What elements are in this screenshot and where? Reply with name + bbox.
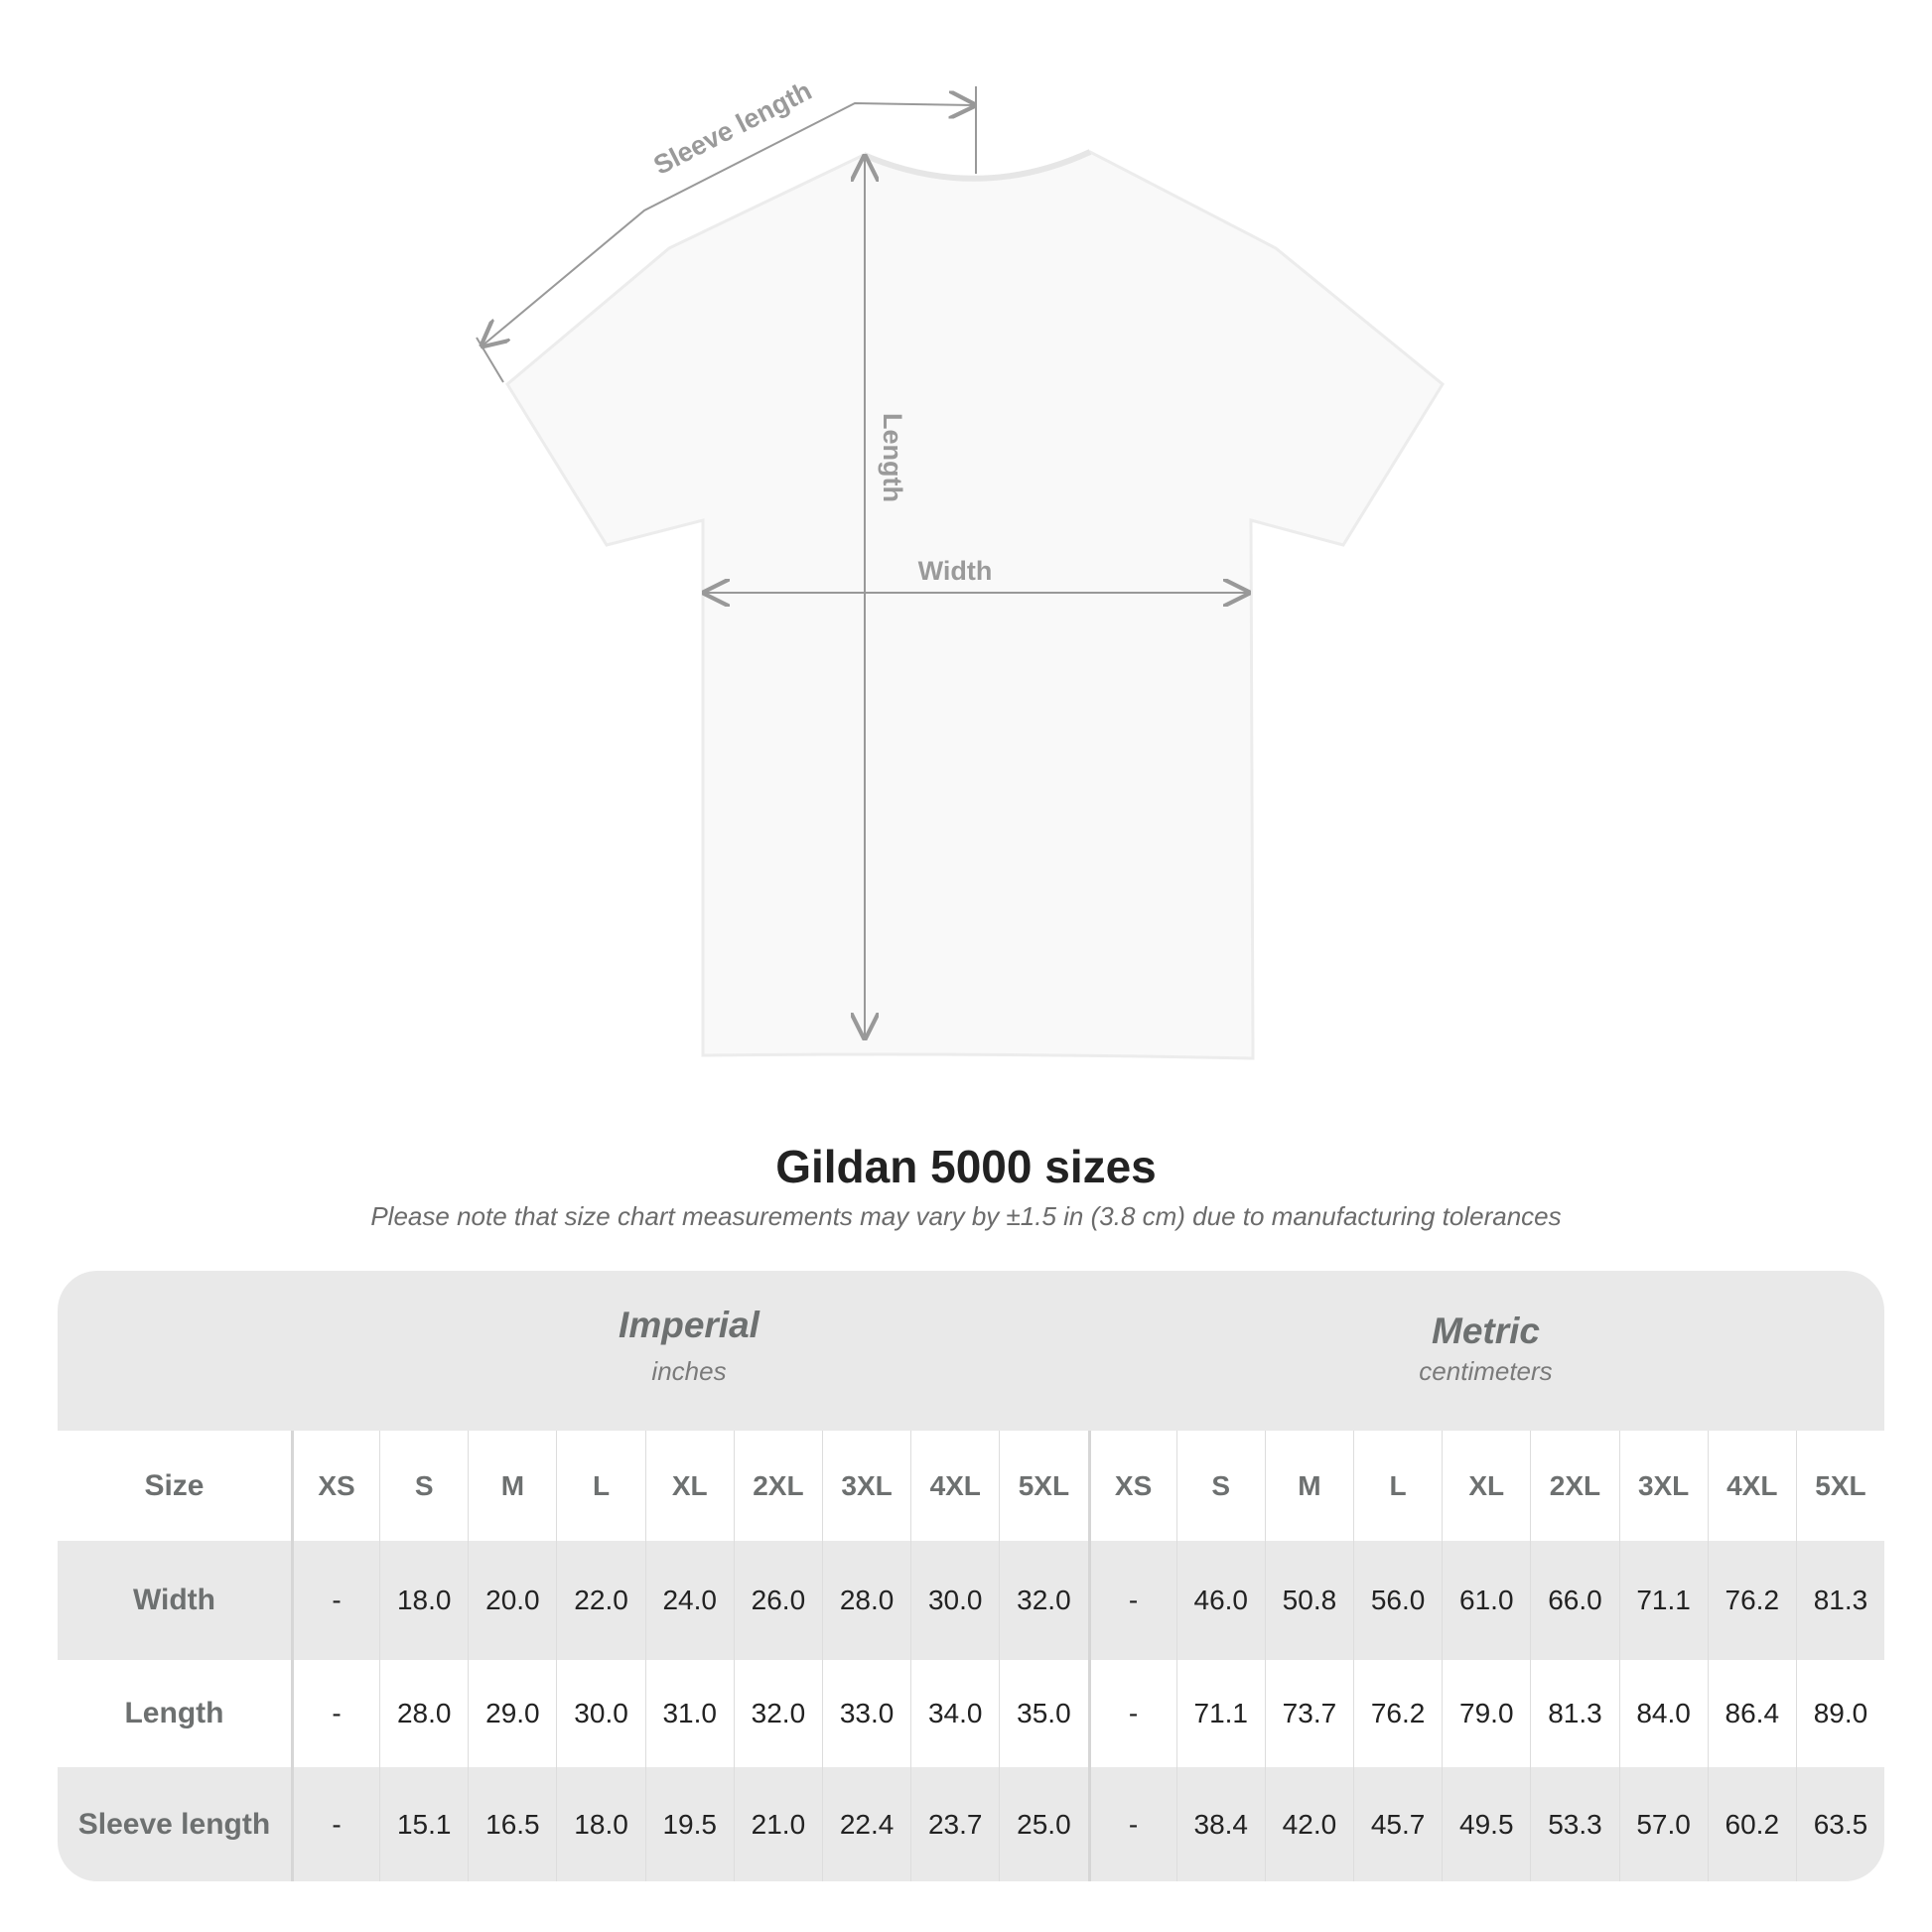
metric-value-cell: 66.0 (1530, 1541, 1618, 1660)
metric-value-cell: 76.2 (1707, 1541, 1796, 1660)
tshirt-shape (505, 150, 1445, 1060)
metric-value-cell: - (1087, 1767, 1176, 1881)
metric-size-header: XL (1442, 1431, 1530, 1541)
metric-size-header: M (1264, 1431, 1353, 1541)
imperial-size-header: XS (290, 1431, 379, 1541)
metric-value-cell: 56.0 (1353, 1541, 1442, 1660)
metric-label: Metric (1432, 1311, 1540, 1351)
metric-value-cell: 89.0 (1795, 1660, 1884, 1767)
imperial-value-cell: 33.0 (821, 1660, 910, 1767)
metric-value-cell: - (1087, 1660, 1176, 1767)
imperial-value-cell: 22.4 (821, 1767, 910, 1881)
imperial-value-cell: 30.0 (556, 1660, 644, 1767)
imperial-size-header: S (379, 1431, 468, 1541)
metric-unit: centimeters (1419, 1356, 1553, 1386)
imperial-value-cell: - (290, 1660, 379, 1767)
metric-value-cell: 71.1 (1175, 1660, 1265, 1767)
metric-size-header: S (1175, 1431, 1265, 1541)
imperial-value-cell: - (290, 1541, 379, 1660)
metric-value-cell: 86.4 (1707, 1660, 1796, 1767)
imperial-value-cell: 28.0 (379, 1660, 468, 1767)
metric-value-cell: 60.2 (1707, 1767, 1796, 1881)
metric-value-cell: 71.1 (1618, 1541, 1708, 1660)
metric-size-header: 5XL (1795, 1431, 1884, 1541)
metric-value-cell: 81.3 (1795, 1541, 1884, 1660)
imperial-value-cell: 16.5 (468, 1767, 556, 1881)
imperial-size-header: L (556, 1431, 644, 1541)
imperial-value-cell: 19.5 (644, 1767, 734, 1881)
imperial-size-header: 4XL (910, 1431, 999, 1541)
metric-value-cell: - (1087, 1541, 1176, 1660)
imperial-value-cell: 26.0 (733, 1541, 822, 1660)
imperial-value-cell: 31.0 (644, 1660, 734, 1767)
sleeve-measure-line (483, 103, 974, 345)
metric-value-cell: 46.0 (1175, 1541, 1265, 1660)
metric-value-cell: 42.0 (1264, 1767, 1353, 1881)
imperial-header: Imperial inches (291, 1271, 1087, 1431)
imperial-size-header: M (468, 1431, 556, 1541)
imperial-value-cell: 32.0 (733, 1660, 822, 1767)
row-label: Sleeve length (77, 1807, 271, 1841)
width-label: Width (918, 556, 993, 586)
imperial-value-cell: 25.0 (999, 1767, 1087, 1881)
metric-header: Metric centimeters (1087, 1271, 1884, 1431)
row-label: Size (144, 1468, 205, 1502)
imperial-label: Imperial (619, 1305, 759, 1345)
metric-size-header: 4XL (1707, 1431, 1796, 1541)
metric-size-header: 2XL (1530, 1431, 1618, 1541)
size-table: Imperial inches Metric centimeters Size X… (58, 1271, 1884, 1881)
imperial-value-cell: 23.7 (910, 1767, 999, 1881)
imperial-value-cell: 24.0 (644, 1541, 734, 1660)
imperial-value-cell: 21.0 (733, 1767, 822, 1881)
tshirt-diagram: Sleeve length Length Width (476, 75, 1445, 1060)
imperial-value-cell: 35.0 (999, 1660, 1087, 1767)
imperial-value-cell: - (290, 1767, 379, 1881)
metric-size-header: L (1353, 1431, 1442, 1541)
imperial-value-cell: 15.1 (379, 1767, 468, 1881)
row-label: Width (132, 1584, 215, 1616)
tolerance-note: Please note that size chart measurements… (370, 1201, 1562, 1231)
table-row: Sleeve length -15.1 16.5 18.0 19.5 21.0 22.4 23… (58, 1767, 1884, 1881)
imperial-size-header: 3XL (821, 1431, 910, 1541)
metric-value-cell: 45.7 (1353, 1767, 1442, 1881)
imperial-value-cell: 18.0 (379, 1541, 468, 1660)
metric-value-cell: 57.0 (1618, 1767, 1708, 1881)
imperial-size-header: XL (644, 1431, 734, 1541)
metric-value-cell: 79.0 (1442, 1660, 1530, 1767)
table-row: Length -28.0 29.0 30.0 31.0 32.0 33.0 34.0 35.0-… (58, 1660, 1884, 1767)
row-label: Length (124, 1697, 224, 1729)
length-label: Length (878, 413, 907, 502)
imperial-value-cell: 28.0 (821, 1541, 910, 1660)
imperial-value-cell: 30.0 (910, 1541, 999, 1660)
metric-value-cell: 50.8 (1264, 1541, 1353, 1660)
metric-value-cell: 76.2 (1353, 1660, 1442, 1767)
metric-value-cell: 63.5 (1795, 1767, 1884, 1881)
imperial-size-header: 5XL (999, 1431, 1087, 1541)
table-row: Width -18.0 20.0 22.0 24.0 26.0 28.0 30.0 32.0-4… (58, 1541, 1884, 1660)
metric-size-header: 3XL (1618, 1431, 1708, 1541)
metric-value-cell: 53.3 (1530, 1767, 1618, 1881)
imperial-value-cell: 34.0 (910, 1660, 999, 1767)
size-header-row: Size XS S M L XL 2XL 3XL 4XL 5XL XS S M L XL 2XL 3XL 4XL 5… (58, 1431, 1884, 1541)
imperial-value-cell: 32.0 (999, 1541, 1087, 1660)
imperial-value-cell: 20.0 (468, 1541, 556, 1660)
metric-value-cell: 73.7 (1264, 1660, 1353, 1767)
page-title: Gildan 5000 sizes (775, 1141, 1157, 1192)
imperial-size-header: 2XL (733, 1431, 822, 1541)
imperial-value-cell: 22.0 (556, 1541, 644, 1660)
imperial-value-cell: 29.0 (468, 1660, 556, 1767)
metric-value-cell: 49.5 (1442, 1767, 1530, 1881)
metric-value-cell: 38.4 (1175, 1767, 1265, 1881)
imperial-value-cell: 18.0 (556, 1767, 644, 1881)
metric-size-header: XS (1087, 1431, 1176, 1541)
metric-value-cell: 84.0 (1618, 1660, 1708, 1767)
metric-value-cell: 81.3 (1530, 1660, 1618, 1767)
metric-value-cell: 61.0 (1442, 1541, 1530, 1660)
imperial-unit: inches (651, 1356, 727, 1386)
